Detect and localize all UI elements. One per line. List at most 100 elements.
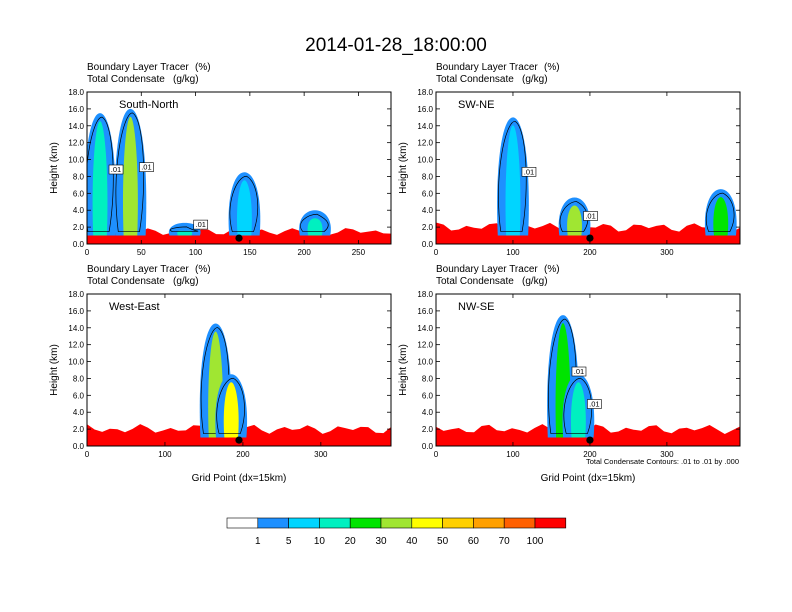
y-tick-label: 18.0 (68, 88, 84, 97)
x-axis-label: Grid Point (dx=15km) (192, 473, 287, 484)
colorbar-swatch (442, 517, 474, 529)
tracer-field: .01 .01 (436, 117, 740, 244)
colorbar-label: 40 (406, 536, 418, 547)
y-tick-label: 14.0 (417, 122, 433, 131)
plume-2-core (177, 230, 193, 236)
contour-label-box (108, 164, 124, 175)
x-tick-label: 0 (85, 450, 90, 459)
condensate-contour-1 (216, 377, 245, 434)
subtitle-condensate: Total Condensate (436, 74, 514, 85)
y-tick-label: 8.0 (73, 374, 85, 383)
x-tick-label: 0 (85, 248, 90, 257)
y-tick-label: 2.0 (73, 223, 85, 232)
condensate-contour-1 (559, 201, 589, 232)
plume-2-core (713, 197, 729, 236)
subtitle-tracer-unit: (%) (544, 264, 560, 275)
colorbar-swatch (349, 517, 382, 529)
x-tick-label: 300 (314, 450, 328, 459)
plot-frame (86, 293, 392, 447)
colorbar-label: 50 (437, 536, 449, 547)
x-tick-label: 100 (158, 450, 172, 459)
y-tick-label: 10.0 (68, 156, 84, 165)
y-tick-label: 10.0 (68, 358, 84, 367)
subtitle-tracer-unit: (%) (195, 264, 211, 275)
x-tick-label: 200 (583, 450, 597, 459)
colorbar-label: 30 (375, 536, 387, 547)
y-tick-label: 10.0 (417, 156, 433, 165)
chart-panel-west-east: 0.0 2.0 4.0 6.0 8.0 10.0 12.0 14.0 16.0 18.0 0 100 2… (49, 264, 392, 484)
colorbar-swatch (288, 517, 320, 529)
colorbar-label: 1 (255, 536, 261, 547)
colorbar-label: 70 (499, 536, 511, 547)
x-tick-label: 100 (506, 450, 520, 459)
plot-frame (435, 91, 741, 245)
y-tick-label: 10.0 (417, 358, 433, 367)
y-tick-label: 14.0 (68, 122, 84, 131)
contour-label-box (193, 219, 209, 230)
plume-1-core (122, 116, 138, 236)
x-tick-label: 200 (297, 248, 311, 257)
condensate-contour-3 (229, 175, 259, 232)
contour-label: .01 (111, 165, 121, 174)
x-tick-label: 300 (660, 450, 674, 459)
x-tick-label: 150 (243, 248, 257, 257)
plume-2-outer (168, 222, 201, 236)
subtitle-tracer: Boundary Layer Tracer (87, 62, 189, 73)
contour-label: .01 (195, 220, 205, 229)
contour-label: .01 (574, 367, 584, 376)
subtitle-condensate: Total Condensate (87, 74, 165, 85)
subtitle-condensate-unit: (g/kg) (522, 276, 548, 287)
y-tick-label: 16.0 (68, 307, 84, 316)
colorbar-label: 60 (468, 536, 480, 547)
x-tick-label: 0 (434, 248, 439, 257)
colorbar-label: 20 (345, 536, 357, 547)
panel-label: West-East (109, 301, 160, 313)
contour-label: .01 (141, 163, 151, 172)
colorbar-swatch (257, 517, 289, 529)
plume-3-core (236, 180, 252, 236)
y-tick-label: 8.0 (422, 172, 434, 181)
plot-frame (435, 293, 741, 447)
x-tick-label: 0 (434, 450, 439, 459)
y-tick-label: 0.0 (73, 240, 85, 249)
plume-1-core (567, 205, 582, 236)
y-tick-label: 4.0 (73, 206, 85, 215)
y-tick-label: 4.0 (73, 408, 85, 417)
y-tick-label: 8.0 (73, 172, 85, 181)
y-tick-label: 16.0 (417, 307, 433, 316)
y-tick-label: 6.0 (73, 189, 85, 198)
y-tick-label: 0.0 (422, 442, 434, 451)
y-tick-label: 2.0 (422, 425, 434, 434)
y-tick-label: 4.0 (422, 206, 434, 215)
colorbar: 1 5 10 20 30 40 50 60 70 100 (226, 517, 567, 547)
x-tick-label: 200 (583, 248, 597, 257)
y-tick-label: 12.0 (417, 341, 433, 350)
plume-0-core (92, 121, 108, 236)
contour-label: .01 (585, 211, 595, 220)
location-marker (586, 234, 594, 242)
y-axis-label: Height (km) (398, 344, 409, 396)
condensate-contour-0 (498, 120, 527, 232)
y-tick-label: 0.0 (73, 442, 85, 451)
plume-1-core (570, 382, 586, 438)
condensate-contour-4 (300, 213, 329, 232)
figure-title: 2014-01-28_18:00:00 (305, 35, 487, 56)
subtitle-condensate-unit: (g/kg) (173, 74, 199, 85)
colorbar-swatch (534, 517, 567, 529)
y-tick-label: 6.0 (422, 391, 434, 400)
y-tick-label: 18.0 (68, 290, 84, 299)
y-tick-label: 14.0 (417, 324, 433, 333)
contour-label-box (571, 366, 587, 377)
y-tick-label: 16.0 (68, 105, 84, 114)
y-tick-label: 2.0 (422, 223, 434, 232)
y-tick-label: 4.0 (422, 408, 434, 417)
subtitle-tracer-unit: (%) (544, 62, 560, 73)
plume-1-core (223, 382, 239, 438)
subtitle-condensate-unit: (g/kg) (522, 74, 548, 85)
condensate-contour-1 (115, 112, 145, 232)
y-tick-label: 8.0 (422, 374, 434, 383)
y-tick-label: 12.0 (417, 139, 433, 148)
x-axis-label: Grid Point (dx=15km) (541, 473, 636, 484)
y-tick-label: 18.0 (417, 290, 433, 299)
y-tick-label: 6.0 (73, 391, 85, 400)
